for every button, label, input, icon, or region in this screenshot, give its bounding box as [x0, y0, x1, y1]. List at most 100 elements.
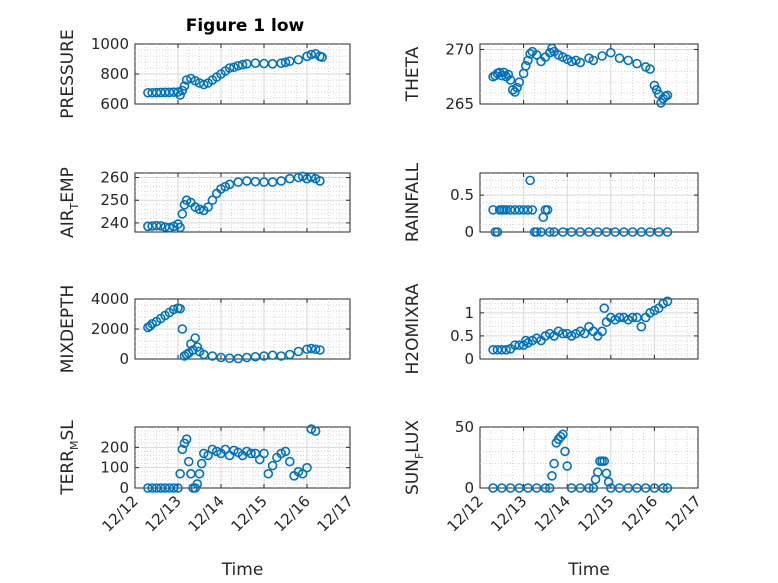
data-point: [317, 52, 327, 63]
y-tick-label: 265: [445, 95, 474, 113]
data-point: [284, 456, 295, 467]
data-point: [263, 468, 274, 479]
data-point: [237, 59, 248, 70]
data-point: [310, 344, 321, 355]
data-point: [192, 479, 203, 489]
y-tick-label: 1000: [91, 35, 129, 53]
data-point: [645, 64, 655, 74]
data-point: [623, 55, 634, 66]
x-tick-label: 12/15: [574, 492, 617, 535]
y-axis-label: H2OMIXRA: [403, 283, 423, 374]
data-point: [276, 176, 287, 186]
data-point: [542, 205, 553, 215]
data-point: [627, 312, 638, 323]
data-point: [562, 461, 573, 471]
data-point: [224, 179, 235, 190]
data-point: [662, 296, 673, 307]
data-point: [547, 470, 557, 481]
y-tick-label: 0: [464, 479, 474, 497]
data-point: [280, 57, 291, 68]
x-tick-label: 12/16: [271, 492, 314, 535]
y-axis-label: AIRTEMP: [58, 167, 81, 238]
data-point: [179, 199, 190, 210]
data-point: [505, 75, 516, 85]
y-tick-label: 270: [445, 40, 474, 58]
data-point: [173, 483, 183, 493]
data-point: [207, 351, 218, 361]
data-point: [310, 426, 321, 436]
y-tick-label: 2000: [91, 320, 129, 338]
y-tick-label: 0: [119, 350, 129, 368]
y-axis-label: TERRMSL: [58, 420, 81, 496]
data-point: [599, 303, 610, 314]
y-tick-label: 800: [100, 65, 129, 83]
data-point: [306, 172, 317, 182]
data-point: [181, 349, 192, 360]
x-tick-label: 12/12: [444, 492, 487, 535]
data-point: [531, 50, 542, 60]
data-point: [284, 56, 295, 67]
y-tick-label: 0: [119, 479, 129, 497]
subplot-mixdepth: 0 2000 4000 MIXDEPTH: [58, 285, 351, 373]
y-tick-label: 260: [100, 169, 129, 187]
data-point: [503, 69, 514, 80]
data-point: [560, 446, 570, 457]
x-tick-label: 12/13: [487, 492, 530, 535]
data-point: [588, 55, 599, 66]
data-point: [566, 56, 577, 67]
data-point: [177, 85, 188, 96]
data-point: [544, 227, 555, 237]
y-tick-label: 0.5: [450, 186, 474, 204]
data-point: [284, 349, 295, 360]
data-point: [597, 51, 607, 61]
data-point: [662, 227, 673, 237]
data-point: [199, 79, 209, 90]
data-point: [512, 82, 522, 93]
data-point: [156, 221, 166, 231]
data-point: [168, 483, 179, 493]
data-point: [614, 53, 625, 63]
data-point: [592, 467, 603, 477]
y-tick-label: 1: [464, 304, 474, 322]
data-point: [527, 205, 538, 215]
data-point: [280, 446, 291, 457]
data-point: [315, 345, 325, 355]
subplot-sun-flux: 0 50 12/12 12/13 12/14 12/15 12/16 12/17 SUNFLUX…: [403, 418, 705, 580]
data-point: [177, 209, 188, 219]
y-tick-label: 0: [464, 350, 474, 368]
data-point: [544, 483, 555, 493]
x-tick-label: 12/16: [618, 492, 661, 535]
data-point: [520, 335, 531, 346]
data-point: [514, 340, 525, 350]
x-tick-label: 12/17: [662, 492, 705, 535]
y-tick-label: 0.5: [450, 327, 474, 345]
data-point: [599, 456, 610, 466]
data-point: [555, 431, 566, 442]
data-point: [531, 227, 542, 237]
data-point: [168, 304, 179, 315]
data-point: [501, 344, 511, 355]
data-point: [520, 61, 531, 71]
data-point: [662, 90, 673, 101]
data-point: [276, 351, 287, 361]
data-point: [597, 326, 607, 337]
data-point: [175, 468, 185, 479]
data-point: [183, 456, 194, 467]
data-point: [199, 349, 209, 360]
y-tick-label: 50: [455, 418, 474, 436]
y-tick-label: 200: [100, 438, 129, 456]
data-point: [558, 429, 568, 440]
y-axis-label: PRESSURE: [58, 29, 78, 118]
figure-title: Figure 1 low: [186, 16, 305, 36]
data-point: [523, 205, 533, 215]
subplot-terr-msl: 0 100 200 12/12 12/13 12/14 12/15 12/16 12/17 TER…: [58, 420, 357, 580]
subplot-rainfall: 0 0.5 RAINFALL: [403, 162, 699, 242]
subplot-h2omixra: 0 0.5 1 H2OMIXRA: [403, 283, 699, 375]
data-point: [525, 175, 535, 186]
data-point: [605, 47, 616, 58]
subplot-theta: 265 270 THETA: [403, 40, 699, 113]
data-point: [181, 434, 192, 445]
data-point: [175, 222, 185, 233]
data-point: [584, 483, 594, 493]
